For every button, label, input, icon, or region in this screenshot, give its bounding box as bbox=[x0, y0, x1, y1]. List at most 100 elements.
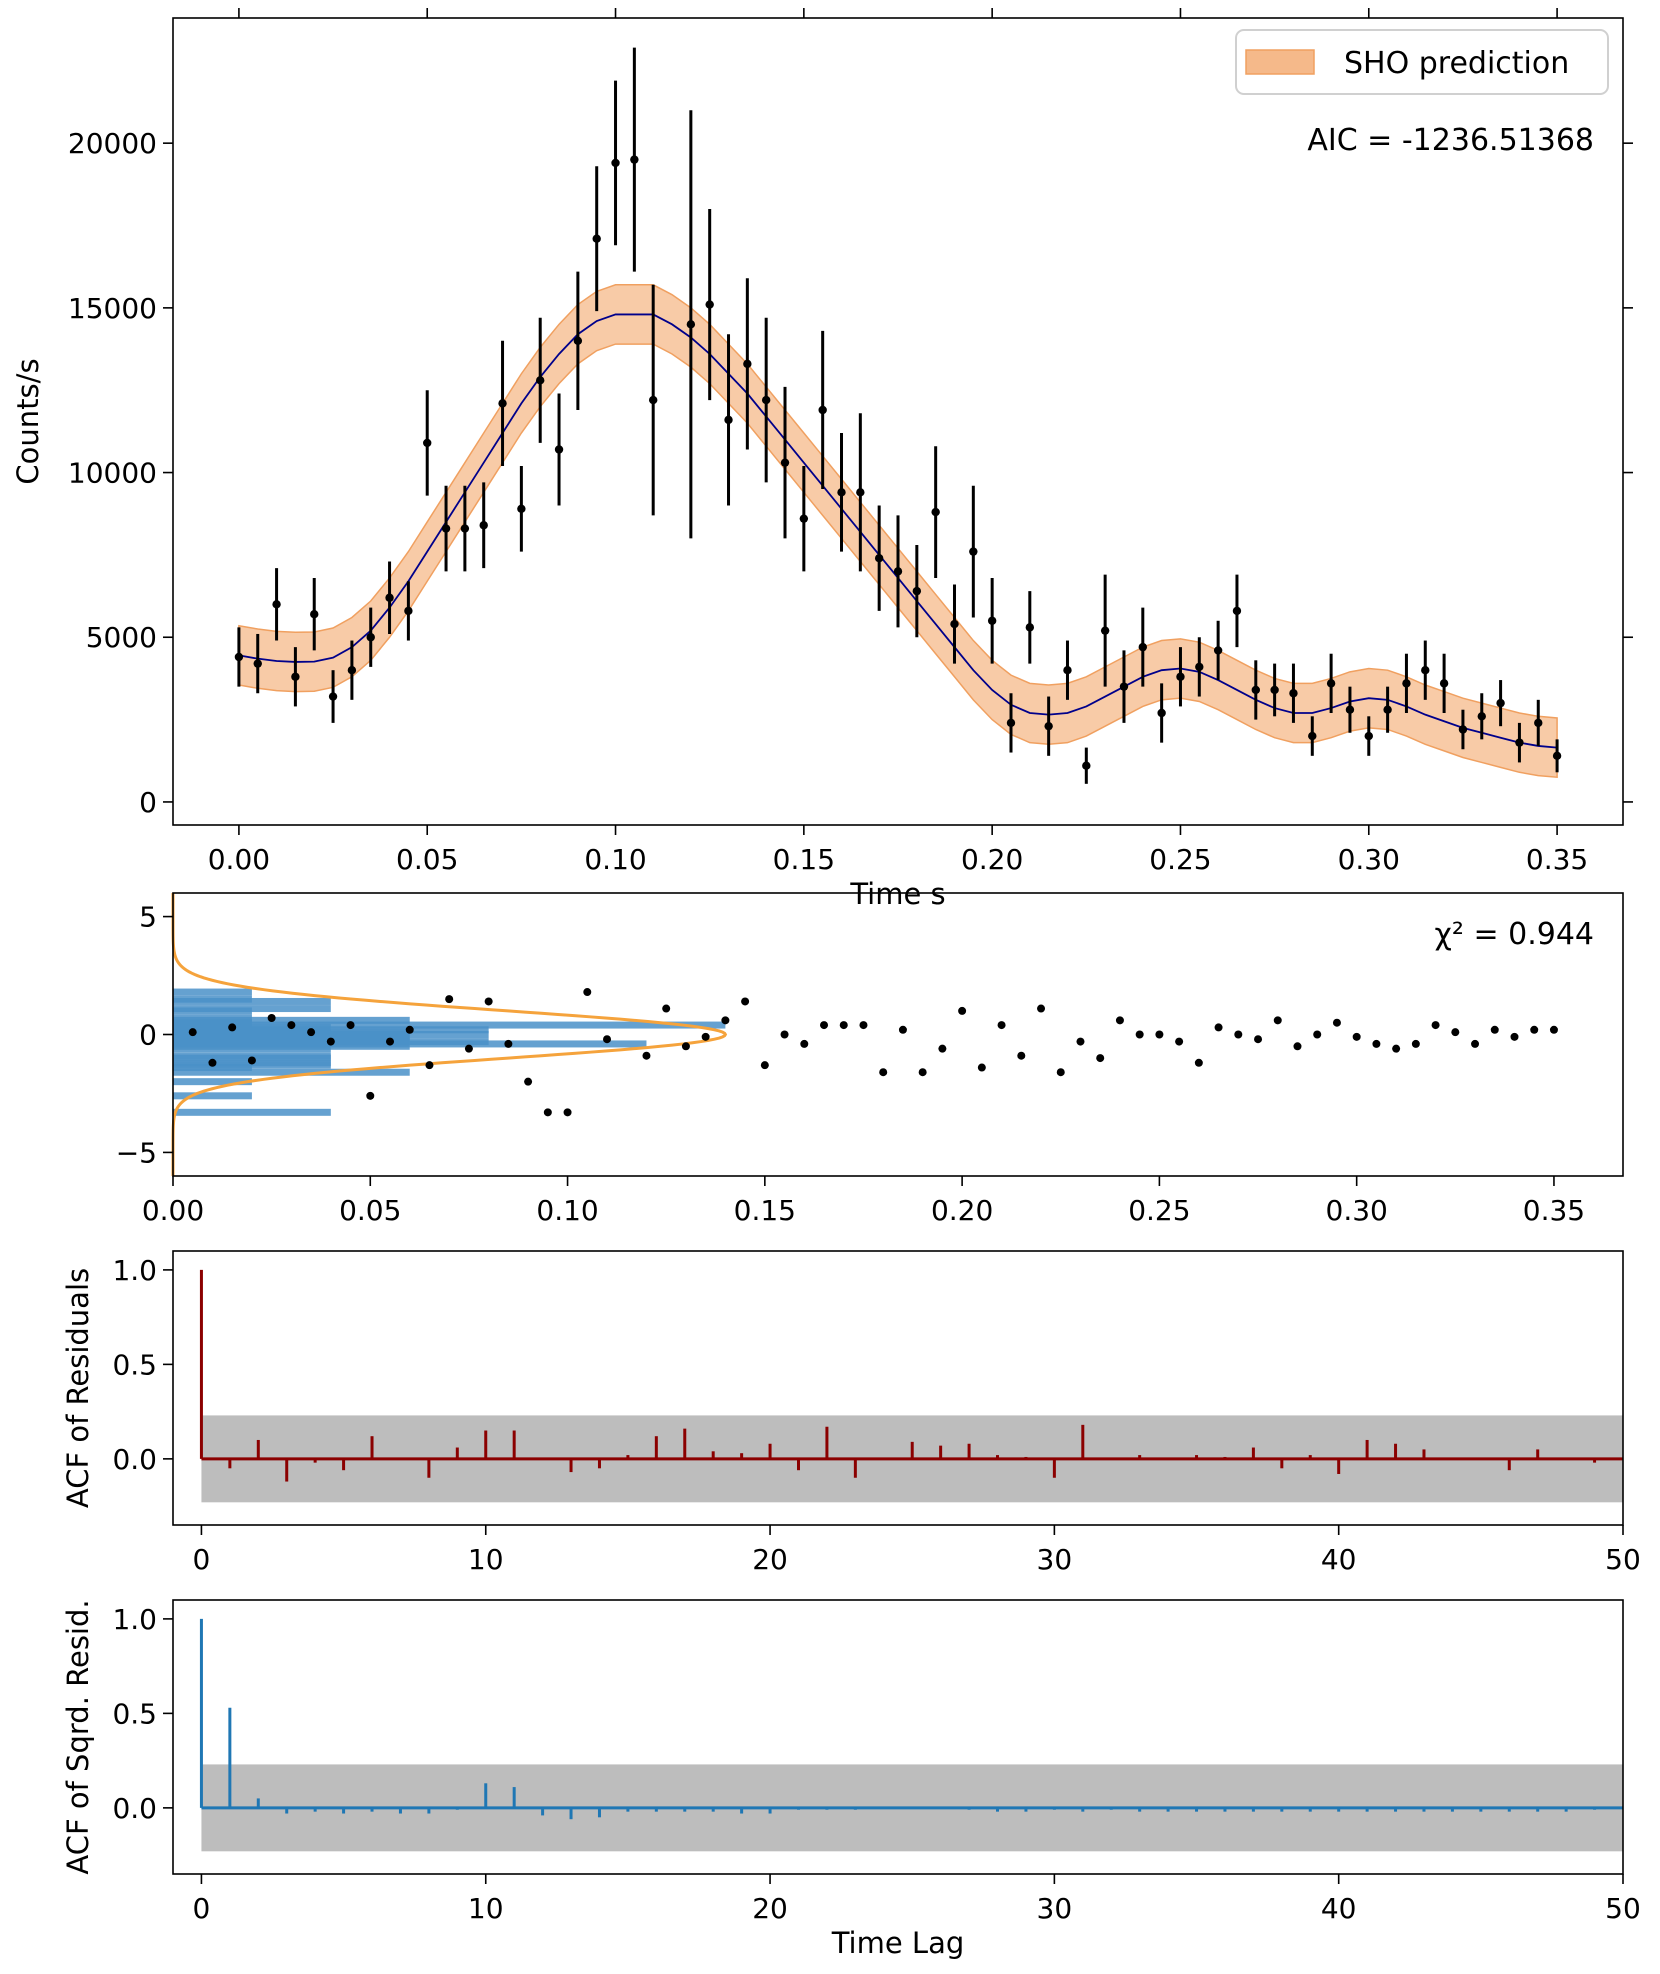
residual-point bbox=[208, 1058, 217, 1067]
data-point bbox=[479, 521, 488, 530]
residual-point bbox=[839, 1021, 848, 1030]
residual-point bbox=[1076, 1037, 1085, 1046]
data-point bbox=[837, 488, 846, 497]
residual-point bbox=[386, 1037, 395, 1046]
legend-label: SHO prediction bbox=[1344, 46, 1569, 81]
residual-point bbox=[1254, 1035, 1263, 1044]
data-point bbox=[498, 399, 507, 408]
data-point bbox=[761, 395, 771, 405]
residual-point bbox=[1273, 1016, 1282, 1025]
data-point bbox=[385, 593, 394, 602]
residual-point bbox=[405, 1025, 414, 1034]
histogram-bar bbox=[173, 1014, 252, 1022]
data-point bbox=[253, 659, 262, 668]
residual-point bbox=[1392, 1044, 1401, 1053]
data-point bbox=[1213, 646, 1223, 655]
residual-point bbox=[1510, 1032, 1519, 1041]
residual-point bbox=[1234, 1030, 1243, 1039]
y-tick-label: 0.5 bbox=[112, 1348, 157, 1381]
residual-point bbox=[1332, 1018, 1341, 1027]
data-point bbox=[1176, 672, 1185, 681]
residual-point bbox=[1451, 1028, 1460, 1037]
residual-point bbox=[1056, 1068, 1065, 1077]
panel-lightcurve: 0.00 0.05 0.10 0.15 0.20 0.25 0.30 0.35 0 5000 100… bbox=[11, 8, 1633, 911]
data-point bbox=[1270, 685, 1279, 695]
plot-frame bbox=[172, 17, 1624, 826]
y-tick-label: 5 bbox=[139, 901, 157, 934]
data-point bbox=[1534, 718, 1543, 728]
data-point bbox=[1044, 721, 1053, 731]
residual-point bbox=[1293, 1042, 1302, 1051]
data-point bbox=[686, 320, 696, 329]
data-point bbox=[893, 567, 903, 576]
chi-square-annotation: χ² = 0.944 bbox=[1435, 917, 1594, 952]
y-tick-label: 0.0 bbox=[112, 1443, 157, 1476]
data-point bbox=[1157, 708, 1166, 718]
residual-point bbox=[1549, 1025, 1558, 1034]
residual-point bbox=[1530, 1025, 1539, 1034]
data-point bbox=[987, 616, 997, 625]
residual-point bbox=[1096, 1054, 1105, 1063]
residual-point bbox=[820, 1021, 829, 1030]
data-point bbox=[1289, 689, 1298, 698]
x-tick-label: 20 bbox=[752, 1543, 788, 1576]
residual-point bbox=[504, 1039, 513, 1048]
y-tick-label: 0.5 bbox=[112, 1697, 157, 1730]
data-point bbox=[291, 672, 300, 681]
x-axis-label: Time s bbox=[849, 877, 945, 911]
residual-point bbox=[445, 995, 454, 1004]
residual-point bbox=[681, 1042, 690, 1051]
residual-point bbox=[1372, 1039, 1381, 1048]
residual-point bbox=[287, 1021, 296, 1030]
y-tick-label: 0 bbox=[139, 1019, 157, 1052]
data-point bbox=[950, 619, 959, 629]
data-point bbox=[1326, 679, 1336, 688]
x-tick-label: 0.30 bbox=[1326, 1194, 1388, 1227]
x-axis-label: Time Lag bbox=[831, 1926, 965, 1960]
y-axis-label: ACF of Residuals bbox=[61, 1268, 95, 1508]
data-point bbox=[1232, 606, 1242, 616]
residual-point bbox=[741, 997, 750, 1006]
x-tick-label: 0.20 bbox=[931, 1194, 993, 1227]
residual-point bbox=[1471, 1039, 1480, 1048]
data-point bbox=[1402, 679, 1411, 688]
residual-point bbox=[425, 1061, 434, 1070]
residual-point bbox=[563, 1108, 572, 1117]
histogram-bar bbox=[173, 1005, 331, 1013]
residual-point bbox=[997, 1021, 1006, 1030]
residual-point bbox=[721, 1016, 730, 1025]
plot-frame bbox=[172, 1599, 1624, 1875]
data-point bbox=[310, 609, 319, 619]
data-point bbox=[743, 359, 752, 369]
data-point bbox=[1138, 642, 1148, 652]
x-tick-label: 10 bbox=[468, 1543, 504, 1576]
y-tick-label: 20000 bbox=[68, 127, 157, 160]
data-point bbox=[1119, 682, 1129, 691]
residual-point bbox=[1431, 1021, 1440, 1030]
x-tick-label: 0 bbox=[193, 1892, 211, 1925]
data-point bbox=[272, 600, 281, 609]
data-point bbox=[969, 547, 978, 556]
histogram-bar bbox=[173, 1016, 410, 1024]
x-tick-label: 0.05 bbox=[396, 843, 458, 876]
y-tick-label: 5000 bbox=[86, 621, 157, 654]
legend-box bbox=[1235, 29, 1609, 95]
aic-annotation: AIC = -1236.51368 bbox=[1307, 123, 1594, 158]
data-point bbox=[611, 158, 620, 168]
residual-point bbox=[1155, 1030, 1164, 1039]
data-point bbox=[404, 606, 413, 616]
residual-point bbox=[800, 1039, 809, 1048]
data-point bbox=[1063, 665, 1072, 675]
residual-point bbox=[938, 1044, 947, 1053]
residual-point bbox=[780, 1030, 789, 1039]
x-tick-label: 0.25 bbox=[1128, 1194, 1190, 1227]
data-point bbox=[724, 415, 733, 425]
legend-swatch bbox=[1245, 49, 1315, 75]
x-tick-label: 50 bbox=[1605, 1543, 1641, 1576]
residual-point bbox=[1037, 1004, 1046, 1013]
data-point bbox=[1477, 712, 1486, 721]
histogram-bar bbox=[173, 1108, 331, 1116]
residual-point bbox=[1135, 1030, 1144, 1039]
data-point bbox=[1345, 705, 1355, 714]
data-point bbox=[1383, 705, 1392, 714]
